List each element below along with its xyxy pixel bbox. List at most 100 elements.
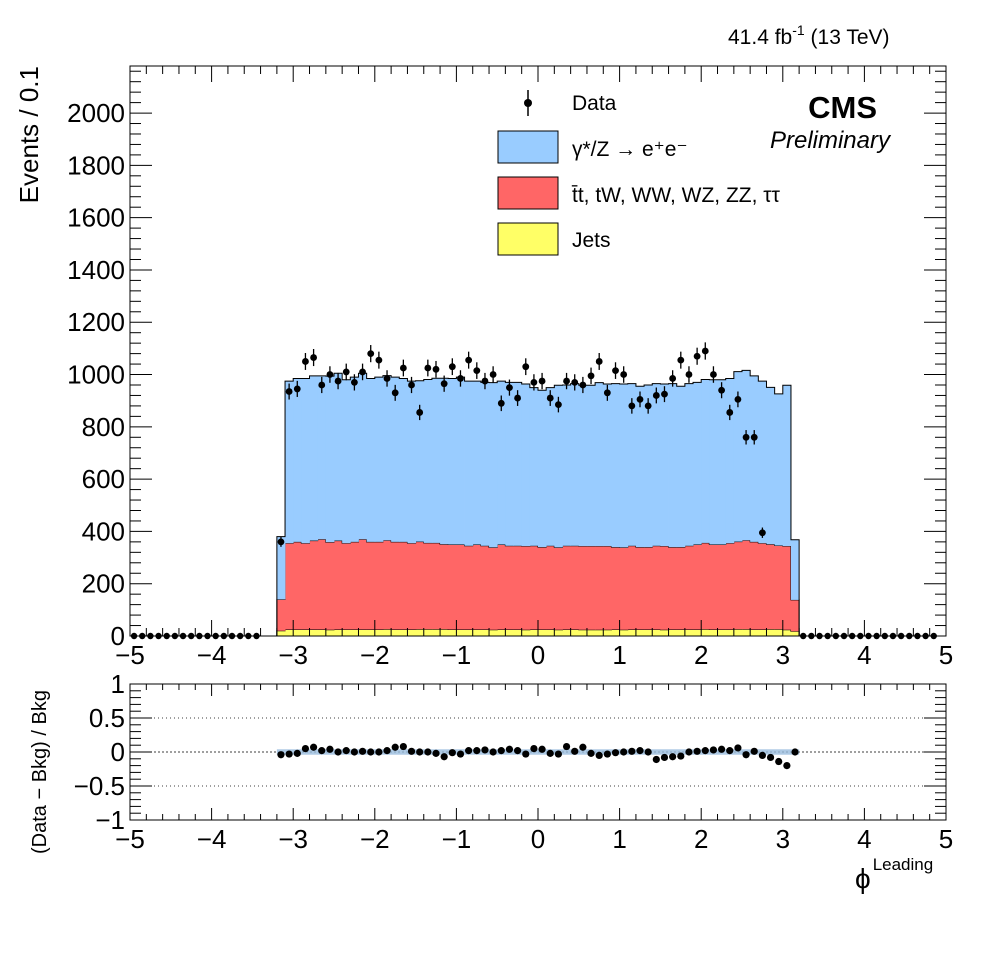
histogram-bin [570,545,580,630]
histogram-bin [407,543,416,630]
ratio-point [734,744,742,752]
ratio-point [416,748,424,756]
histogram-bin [570,629,580,636]
data-point [285,388,293,395]
data-point [367,350,375,358]
data-point [375,356,383,364]
x-tick-label: −5 [115,824,145,854]
y-tick-label: 800 [82,412,125,442]
data-point [555,401,562,409]
x-tick-label: −3 [278,640,308,670]
histogram-bin [546,545,555,630]
legend-label-jets: Jets [572,229,611,252]
ratio-point [367,748,375,756]
histogram-bin [766,387,776,545]
ratio-point [481,746,489,754]
y-tick-label: −1 [95,805,125,835]
x-tick-label: −1 [442,824,472,854]
histogram-bin [538,629,547,636]
data-point [522,363,530,371]
x-tick-label: 3 [776,640,790,670]
histogram-bin [521,546,531,630]
histogram-bin [440,629,449,636]
histogram-bin [480,382,490,546]
ratio-point [620,748,628,756]
data-point [514,394,521,402]
histogram-bin [766,544,776,630]
ratio-point [350,748,358,756]
histogram-bin [627,545,637,630]
ratio-point [718,745,726,753]
histogram-bin [586,385,596,547]
histogram-bin [586,546,596,630]
histogram-bin [660,383,669,547]
histogram-bin [285,381,294,544]
ratio-point [709,746,718,754]
histogram-bin [635,386,645,548]
histogram-bin [399,629,408,636]
preliminary-label: Preliminary [770,127,892,154]
histogram-bin [456,377,465,545]
ratio-point [546,749,554,757]
histogram-bin [578,629,588,636]
histogram-bin [448,378,457,545]
histogram-bin [529,387,539,546]
ratio-point [791,748,799,756]
histogram-bin [464,545,474,630]
data-point [399,364,407,372]
histogram-bin [554,547,563,630]
ratio-point [579,743,587,751]
ratio-points [277,742,799,770]
ratio-point [587,749,595,757]
histogram-bin [497,629,506,636]
y-tick-label: −0.5 [74,771,125,801]
histogram-bin [652,629,661,636]
histogram-bin [415,629,425,636]
y-tick-label: 400 [82,516,125,546]
ratio-point [554,750,563,758]
histogram-bin [684,545,694,630]
histogram-outline [276,369,800,636]
histogram-bin [513,629,523,636]
ratio-point [383,747,391,755]
histogram-bin [562,629,572,636]
histogram-bin [472,544,482,630]
ratio-point [334,748,342,756]
main-histogram-panel: −5 −4 −3 −2 −1 0 1 2 3 4 5 0 200 400 600 800 1000 1200 14… [14,65,953,670]
histogram-bin [676,386,686,548]
ratio-point [473,747,481,755]
x-tick-label: −5 [115,640,145,670]
histogram-bin [374,629,384,636]
histogram-bin [750,375,759,542]
histogram-bin [660,546,669,630]
data-point [318,381,326,389]
ratio-point [636,747,644,755]
histogram-bin [578,546,588,630]
histogram-bin [733,629,743,636]
histogram-bin [546,387,555,546]
ratio-point [669,753,677,761]
histogram-bin [701,542,710,630]
histogram-bin [489,629,498,636]
histogram-bin [644,384,653,548]
x-axis-label: ϕ Leading [855,855,933,894]
histogram-bin [595,382,604,547]
data-point [489,371,497,378]
y-tick-label: 1000 [67,360,125,390]
ratio-point [432,749,440,757]
data-point [432,365,440,373]
legend-swatch-jets [497,222,559,256]
main-x-axis: −5 −4 −3 −2 −1 0 1 2 3 4 5 [115,66,953,670]
ratio-point [571,747,579,755]
histogram-bin [725,378,735,544]
histogram-bin [758,543,767,630]
histogram-bin [350,541,359,630]
ratio-point [448,749,456,757]
histogram-bin [366,541,376,630]
histogram-bin [562,384,572,546]
ratio-point [391,743,399,751]
histogram-bin [790,599,800,632]
histogram-bin [456,544,465,630]
x-tick-label: −4 [197,824,227,854]
